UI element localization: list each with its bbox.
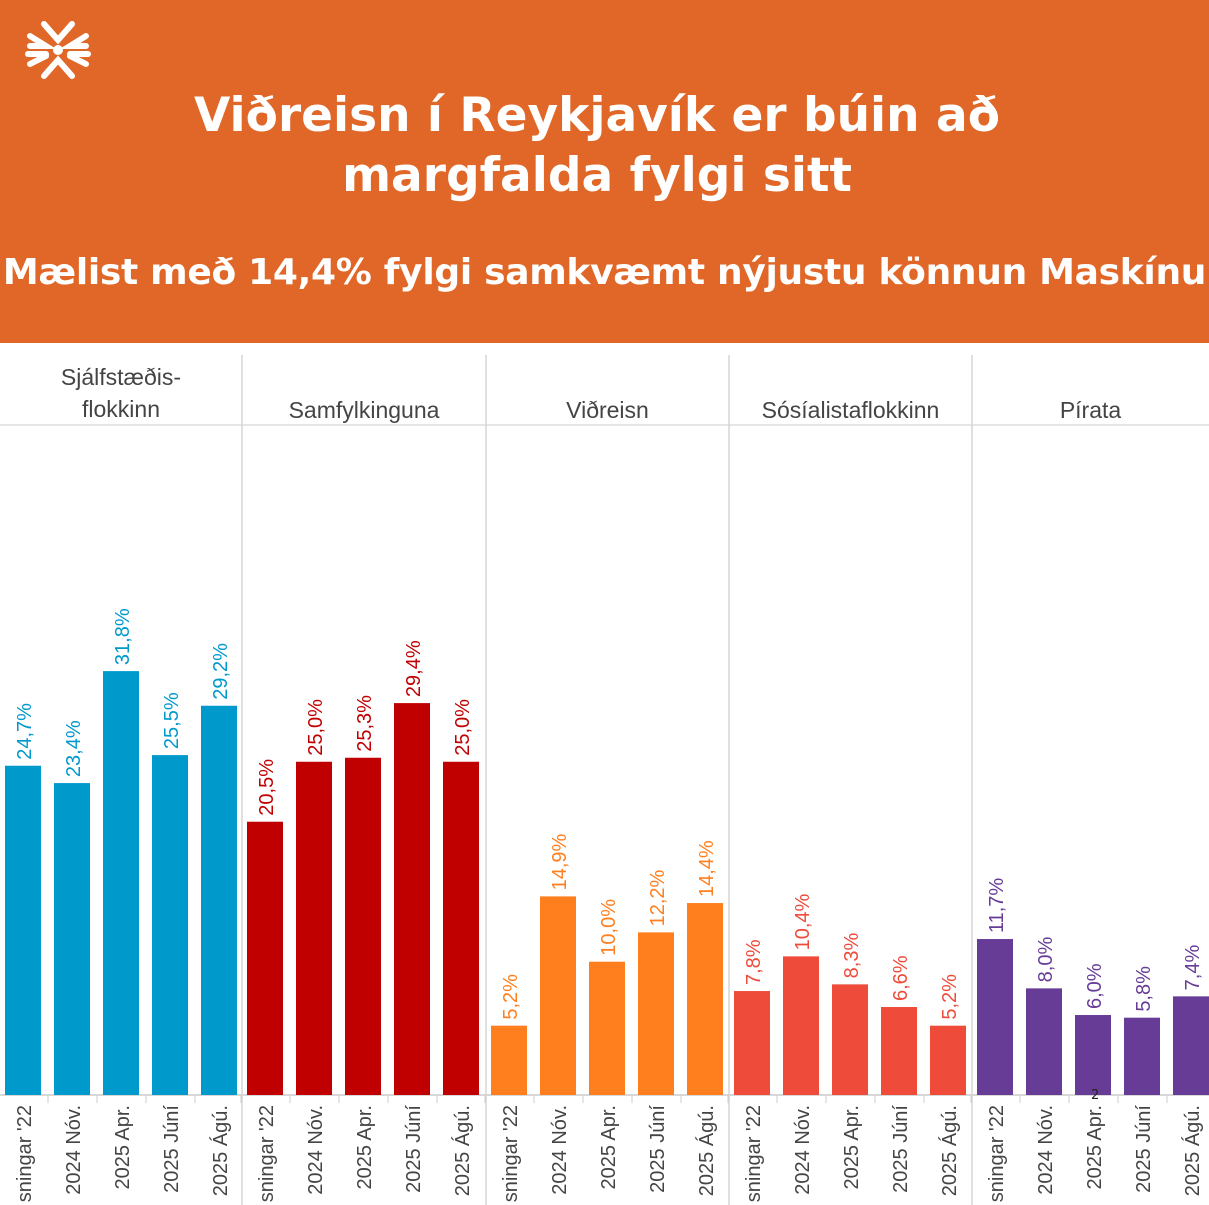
bar-chart: Sjálfstæðis-flokkinn 24,7% sningar '22 23,4…	[0, 355, 1209, 1205]
x-tick-label: 2025 Apr.	[112, 1105, 134, 1190]
data-label: 23,4%	[63, 720, 85, 777]
panel-title: Viðreisn	[566, 397, 649, 423]
bar	[589, 961, 625, 1095]
bar	[5, 765, 41, 1095]
x-tick-label: 2024 Nóv.	[1035, 1105, 1057, 1195]
bar	[734, 991, 770, 1095]
panel-title: Pírata	[1060, 397, 1122, 423]
bar	[783, 956, 819, 1095]
x-tick-label: 2024 Nóv.	[305, 1105, 327, 1195]
bar	[345, 757, 381, 1095]
bar	[152, 755, 188, 1095]
data-label: 5,8%	[1133, 966, 1155, 1012]
data-label: 25,0%	[305, 699, 327, 756]
bar	[832, 984, 868, 1095]
data-label: 10,4%	[792, 893, 814, 950]
data-label: 25,5%	[161, 692, 183, 749]
x-tick-label: 2024 Nóv.	[792, 1105, 814, 1195]
bar	[1026, 988, 1062, 1095]
x-tick-label: 2025 Ágú.	[209, 1105, 232, 1196]
data-label: 29,2%	[210, 643, 232, 700]
header-banner: Viðreisn í Reykjavík er búin að margfald…	[0, 0, 1209, 343]
panel-title: Sjálfstæðis-	[61, 364, 181, 390]
x-tick-label: 2024 Nóv.	[549, 1105, 571, 1195]
x-tick-label: sningar '22	[14, 1105, 36, 1202]
bar	[977, 939, 1013, 1095]
data-label: 7,8%	[743, 939, 765, 985]
data-label: 10,0%	[598, 899, 620, 956]
data-label: 8,0%	[1035, 937, 1057, 983]
x-tick-label: 2025 Júní	[890, 1105, 912, 1193]
x-tick-label: 2025 Júní	[1133, 1105, 1155, 1193]
bar	[1124, 1017, 1160, 1095]
bar	[296, 761, 332, 1095]
data-label: 25,3%	[354, 695, 376, 752]
data-label: 29,4%	[403, 640, 425, 697]
x-tick-label: 2025 Júní	[403, 1105, 425, 1193]
x-tick-label: 2025 Ágú.	[695, 1105, 718, 1196]
page-title: Viðreisn í Reykjavík er búin að margfald…	[0, 86, 1209, 206]
bar	[443, 761, 479, 1095]
data-label: 7,4%	[1182, 945, 1204, 991]
x-tick-label: sningar '22	[500, 1105, 522, 1202]
data-label: 12,2%	[647, 869, 669, 926]
data-label: 6,0%	[1084, 963, 1106, 1009]
data-label: 5,2%	[939, 974, 961, 1020]
data-label: 14,9%	[549, 833, 571, 890]
data-label: 31,8%	[112, 608, 134, 665]
x-tick-label: 2024 Nóv.	[63, 1105, 85, 1195]
snowflake-logo-icon	[25, 21, 91, 79]
bar	[491, 1025, 527, 1095]
data-label: 25,0%	[452, 699, 474, 756]
bar	[638, 932, 674, 1095]
bar	[687, 903, 723, 1095]
bar	[54, 783, 90, 1095]
x-tick-label: 2025 Ágú.	[451, 1105, 474, 1196]
x-tick-label: 2025 Júní	[647, 1105, 669, 1193]
x-tick-label: sningar '22	[986, 1105, 1008, 1202]
x-tick-label: 2025 Apr.	[1084, 1105, 1106, 1190]
data-label: 24,7%	[14, 703, 36, 760]
bar	[247, 821, 283, 1095]
bar	[1173, 996, 1209, 1095]
bar	[201, 705, 237, 1095]
bar	[540, 896, 576, 1095]
bar	[103, 671, 139, 1095]
page-marker: 2	[1091, 1088, 1100, 1103]
data-label: 20,5%	[256, 759, 278, 816]
data-label: 5,2%	[500, 974, 522, 1020]
title-line-2: margfalda fylgi sitt	[342, 148, 852, 203]
x-tick-label: 2025 Ágú.	[1181, 1105, 1204, 1196]
x-tick-label: 2025 Apr.	[841, 1105, 863, 1190]
x-tick-label: 2025 Ágú.	[938, 1105, 961, 1196]
x-tick-label: 2025 Apr.	[598, 1105, 620, 1190]
bar	[394, 703, 430, 1095]
x-tick-label: 2025 Apr.	[354, 1105, 376, 1190]
page-subtitle: Mælist með 14,4% fylgi samkvæmt nýjustu …	[2, 252, 1207, 293]
data-label: 6,6%	[890, 955, 912, 1001]
bar	[881, 1007, 917, 1095]
data-label: 8,3%	[841, 933, 863, 979]
bar	[930, 1025, 966, 1095]
x-tick-label: 2025 Júní	[161, 1105, 183, 1193]
panel-title: Sósíalistaflokkinn	[762, 397, 940, 423]
panel-title: Samfylkinguna	[289, 397, 440, 423]
title-line-1: Viðreisn í Reykjavík er búin að	[194, 88, 1000, 143]
x-tick-label: sningar '22	[256, 1105, 278, 1202]
panel-title: flokkinn	[82, 396, 160, 422]
data-label: 11,7%	[986, 878, 1008, 933]
x-tick-label: sningar '22	[743, 1105, 765, 1202]
bar	[1075, 1015, 1111, 1095]
data-label: 14,4%	[696, 840, 718, 897]
